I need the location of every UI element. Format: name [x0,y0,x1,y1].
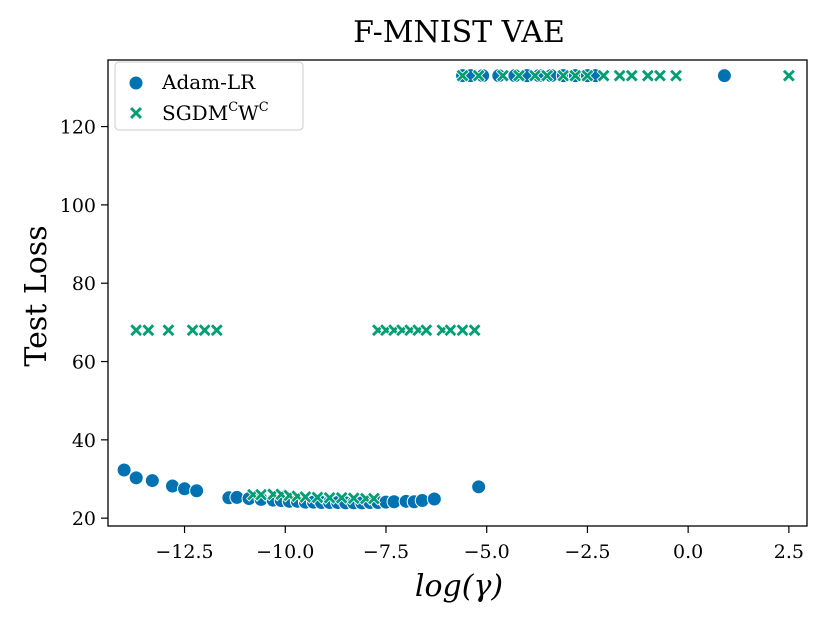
sgdm-point [612,68,627,83]
x-tick-label: −7.5 [363,541,409,563]
y-tick-label: 40 [72,430,96,452]
legend-circle-marker [128,75,144,91]
points-layer [116,68,796,511]
sgdm-point [471,68,486,83]
sgdm-point [624,68,639,83]
legend-entry-sgdm: SGDMCWC [128,100,269,125]
adam-lr-point [426,491,442,507]
legend-entry-adam-lr: Adam-LR [128,70,256,94]
sgdm-point [640,68,655,83]
y-tick-label: 120 [60,117,96,139]
sgdm-point [366,491,381,506]
legend-label-superscript-1: C [228,100,238,115]
sgdm-point [495,68,510,83]
plot-area-frame [107,59,808,527]
sgdm-point [419,323,434,338]
sgdm-point [141,323,156,338]
y-tick-label: 100 [60,195,96,217]
y-tick-label: 60 [72,352,96,374]
adam-lr-point [716,68,732,84]
x-tick-label: 2.5 [774,541,804,563]
legend-label-sgdm: SGDMCWC [162,100,269,125]
sgdm-point [209,323,224,338]
sgdm-point [652,68,668,83]
sgdm-point [511,68,527,83]
adam-lr-point [471,479,487,495]
x-tick-label: −5.0 [464,541,510,563]
sgdm-point [668,68,684,83]
adam-lr-point [128,470,144,486]
x-axis-ticks: −12.5 −10.0 −7.5 −5.0 −2.5 0.0 2.5 [155,526,804,563]
y-axis-label: Test Loss [19,225,54,366]
sgdm-point [540,68,555,83]
adam-lr-point [116,462,132,478]
y-tick-label: 80 [72,273,96,295]
sgdm-point [455,323,470,338]
chart-title: F-MNIST VAE [353,15,565,50]
x-tick-label: −10.0 [256,541,314,563]
adam-lr-point [164,478,180,494]
sgdm-point [161,323,176,338]
adam-lr-point [189,483,205,499]
legend-label-superscript-2: C [259,100,269,115]
sgdm-point [580,68,595,83]
sgdm-point [185,323,200,338]
sgdm-point [467,323,482,338]
x-tick-label: −12.5 [155,541,213,563]
sgdm-point [455,68,470,83]
x-tick-label: 0.0 [673,541,703,563]
legend-label-adam-lr: Adam-LR [161,70,256,94]
sgdm-point [596,68,611,83]
sgdm-point [781,68,796,83]
legend: Adam-LR SGDMCWC [114,61,304,131]
sgdm-point [129,323,144,338]
sgdm-point [197,323,212,338]
legend-x-marker [128,105,144,121]
x-tick-label: −2.5 [564,541,610,563]
sgdm-point [443,323,458,338]
y-axis-ticks: 20 40 60 80 100 120 [60,117,108,530]
y-tick-label: 20 [72,508,96,530]
adam-lr-point [144,473,160,489]
legend-label-base: SGDM [162,101,228,125]
x-axis-label: log(γ) [415,569,503,604]
legend-label-middle: W [238,101,259,125]
legend-box [114,61,304,131]
